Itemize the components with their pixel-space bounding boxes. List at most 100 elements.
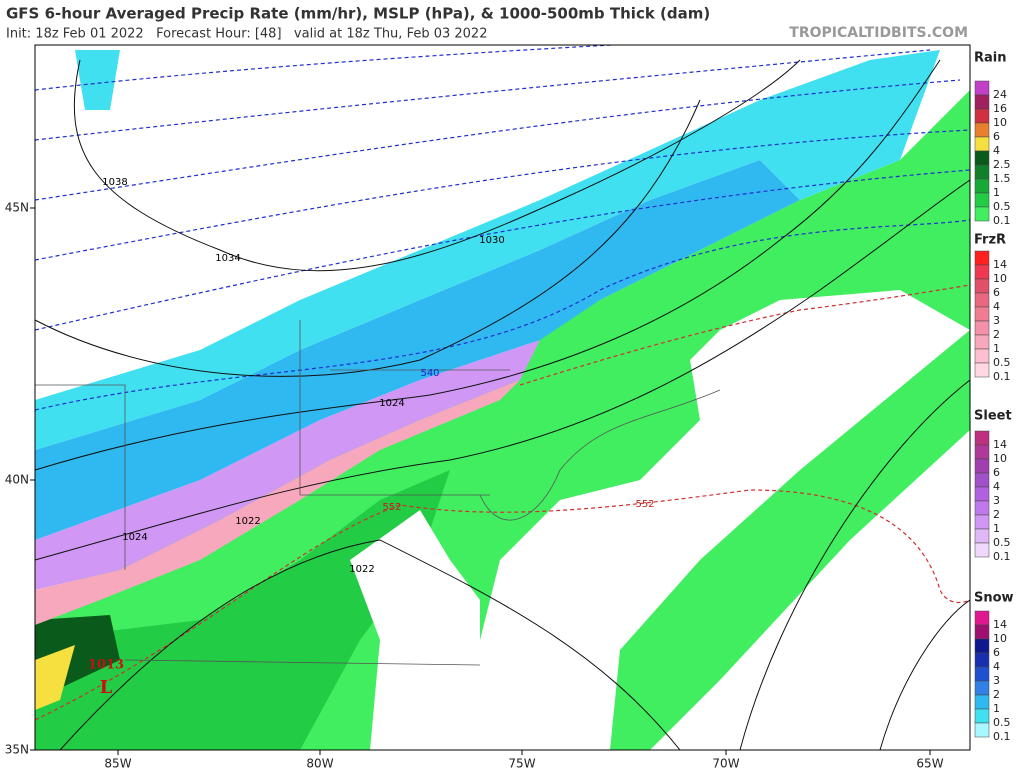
legend-swatch [974,708,990,724]
contour [35,45,623,91]
legend-swatch [974,694,990,710]
legend-label: 0.5 [993,356,1011,369]
legend-swatch [974,94,990,110]
legend-title: Rain [974,51,1007,66]
legend-label: 0.1 [993,550,1011,563]
subtitle: Init: 18z Feb 01 2022 Forecast Hour: [48… [6,27,487,42]
legend-swatch [974,250,990,266]
contour-label: 1038 [102,177,127,188]
title: GFS 6-hour Averaged Precip Rate (mm/hr),… [6,5,710,23]
legend-label: 1 [993,342,1000,355]
rain-area [610,330,970,750]
lon-label: 65W [916,757,943,771]
legend-label: 2.5 [993,158,1011,171]
contour [879,599,970,750]
legend-label: 0.5 [993,716,1011,729]
contour-label: 552 [382,502,401,513]
legend-swatch [974,306,990,322]
legend-label: 3 [993,674,1000,687]
legend-label: 1 [993,186,1000,199]
contour [59,539,681,750]
legend-swatch [974,528,990,544]
legend-title: Snow [974,591,1014,606]
state-border [35,320,510,666]
legend-swatch [974,122,990,138]
legend-label: 10 [993,272,1007,285]
borders [35,320,721,666]
legend-swatch [974,178,990,194]
legend-swatch [974,666,990,682]
dry-area [350,510,480,750]
contour [35,49,931,141]
legend-label: 14 [993,258,1007,271]
legend-label: 0.1 [993,730,1011,743]
thickness-lines [35,45,970,411]
legend-label: 4 [993,660,1000,673]
legend-label: 6 [993,646,1000,659]
rain-area [35,645,75,710]
legend-swatch [974,430,990,446]
legend-swatch [974,624,990,640]
legend-swatch [974,652,990,668]
contour [35,219,970,411]
contour [35,79,961,201]
legend-swatch [974,320,990,336]
contour-label: 1024 [122,532,147,543]
lon-label: 80W [306,757,333,771]
contour-label: 1030 [479,235,504,246]
legend-label: 10 [993,632,1007,645]
legend-swatch [974,680,990,696]
legend-swatch [974,108,990,124]
map [34,44,971,751]
contour [35,169,970,331]
legend-label: 3 [993,494,1000,507]
legend-swatch [974,486,990,502]
legend-swatch [974,164,990,180]
legend-swatch [974,278,990,294]
contour [35,59,941,471]
contour-label: L [100,677,113,698]
lon-label: 85W [104,757,131,771]
legend-label: 1.5 [993,172,1011,185]
legend-label: 14 [993,618,1007,631]
legend-swatch [974,500,990,516]
lat-label: 45N [5,201,29,215]
lat-label: 35N [5,743,29,757]
thickness-lines-warm [35,284,970,721]
legend-swatch [974,458,990,474]
contour-label: 552 [635,499,654,510]
contour-label: 1024 [379,398,404,409]
legend-label: 2 [993,328,1000,341]
isobars [35,59,970,750]
rain-area [35,470,450,750]
contour [35,129,970,261]
legend-title: Sleet [974,409,1012,424]
legend-swatch [974,638,990,654]
contour-label: 1034 [215,253,240,264]
legend-swatch [974,334,990,350]
snow-area [35,160,800,540]
contour-label: 540 [420,368,439,379]
map-frame [34,44,971,751]
legend-label: 0.5 [993,536,1011,549]
legend-swatch [974,264,990,280]
legend-label: 4 [993,480,1000,493]
legend-swatch [974,362,990,378]
legend-label: 1 [993,702,1000,715]
lon-label: 75W [508,757,535,771]
legend-label: 4 [993,300,1000,313]
brand: TROPICALTIDBITS.COM [789,25,968,41]
legend-swatch [974,472,990,488]
legend-swatch [974,722,990,738]
legend-label: 14 [993,438,1007,451]
legend-swatch [974,292,990,308]
contour [73,59,801,272]
legend-swatch [974,150,990,166]
lat-label: 40N [5,473,29,487]
contour [35,179,970,561]
lon-label: 70W [712,757,739,771]
legend-label: 2 [993,508,1000,521]
legend-swatch [974,348,990,364]
legend-swatch [974,206,990,222]
